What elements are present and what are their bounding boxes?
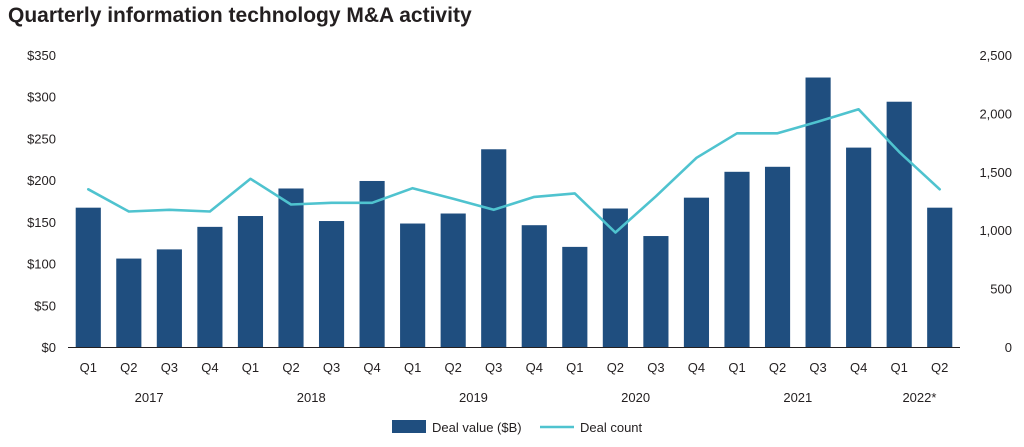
- y-right-tick-label: 1,000: [979, 223, 1012, 238]
- bar: [481, 149, 507, 347]
- bar: [643, 236, 669, 347]
- y-left-tick-label: $200: [27, 173, 56, 188]
- y-left-tick-label: $100: [27, 257, 56, 272]
- x-tick-label: Q3: [485, 360, 502, 375]
- bar: [400, 223, 426, 347]
- bar: [521, 225, 547, 347]
- year-group-label: 2017: [135, 390, 164, 405]
- y-right-tick-label: 1,500: [979, 165, 1012, 180]
- x-tick-label: Q2: [282, 360, 299, 375]
- bar: [562, 246, 588, 347]
- y-right-tick-label: 2,000: [979, 106, 1012, 121]
- deal-count-line: [87, 108, 942, 234]
- legend-swatch-deal-value: [392, 420, 426, 433]
- bar: [440, 213, 466, 347]
- y-left-tick-label: $250: [27, 131, 56, 146]
- bar: [197, 226, 223, 347]
- year-group-label: 2019: [459, 390, 488, 405]
- x-tick-label: Q1: [242, 360, 259, 375]
- x-tick-label: Q4: [363, 360, 380, 375]
- bar: [75, 207, 101, 347]
- x-tick-label: Q3: [323, 360, 340, 375]
- legend-label-deal-value: Deal value ($B): [432, 420, 522, 435]
- bar: [602, 208, 628, 347]
- x-tick-label: Q4: [688, 360, 705, 375]
- chart-title: Quarterly information technology M&A act…: [8, 4, 472, 27]
- x-tick-label: Q4: [850, 360, 867, 375]
- bar: [156, 249, 182, 347]
- x-tick-label: Q1: [891, 360, 908, 375]
- x-tick-label: Q4: [201, 360, 218, 375]
- y-right-tick-label: 500: [990, 282, 1012, 297]
- year-group-label: 2018: [297, 390, 326, 405]
- x-tick-label: Q2: [769, 360, 786, 375]
- x-tick-label: Q3: [647, 360, 664, 375]
- bar: [683, 197, 710, 347]
- bar: [359, 180, 385, 347]
- year-group-label: 2020: [621, 390, 650, 405]
- x-tick-label: Q2: [445, 360, 462, 375]
- bar: [886, 101, 912, 347]
- x-tick-label: Q1: [404, 360, 421, 375]
- bar: [318, 221, 345, 347]
- y-left-tick-label: $300: [27, 90, 56, 105]
- y-left-tick-label: $0: [42, 340, 56, 355]
- x-tick-label: Q1: [80, 360, 97, 375]
- y-left-tick-label: $350: [27, 48, 56, 63]
- y-left-tick-label: $50: [34, 298, 56, 313]
- bar: [116, 258, 142, 347]
- y-right-tick-label: 0: [1005, 340, 1012, 355]
- x-tick-label: Q1: [728, 360, 745, 375]
- bar: [237, 216, 264, 347]
- x-tick-label: Q3: [809, 360, 826, 375]
- bar: [764, 166, 791, 347]
- year-group-label: 2021: [783, 390, 812, 405]
- x-tick-label: Q3: [161, 360, 178, 375]
- bar: [846, 147, 872, 347]
- legend-label-deal-count: Deal count: [580, 420, 643, 435]
- x-tick-label: Q2: [931, 360, 948, 375]
- x-tick-label: Q4: [526, 360, 543, 375]
- y-right-tick-label: 2,500: [979, 48, 1012, 63]
- year-group-label: 2022*: [902, 390, 936, 405]
- bar: [724, 171, 750, 347]
- y-left-tick-label: $150: [27, 215, 56, 230]
- x-tick-label: Q2: [120, 360, 137, 375]
- x-tick-label: Q1: [566, 360, 583, 375]
- bar: [278, 188, 304, 347]
- bar: [927, 207, 953, 347]
- x-tick-label: Q2: [607, 360, 624, 375]
